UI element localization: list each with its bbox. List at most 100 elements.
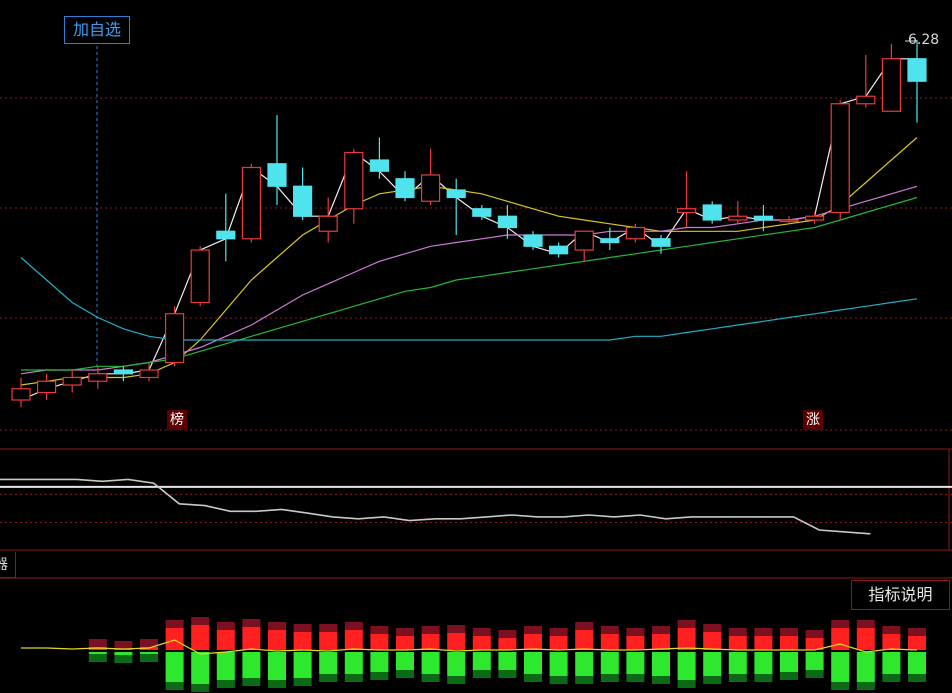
candle-body — [11, 388, 31, 401]
volume-bar-down — [114, 652, 133, 655]
volume-bar-down-cap — [140, 654, 158, 662]
volume-bar-up-cap — [396, 628, 414, 636]
volume-bar-down — [140, 652, 158, 654]
indicator-tab[interactable]: 器 — [0, 552, 16, 578]
volume-bar-down — [652, 652, 670, 676]
candle-body — [907, 58, 927, 82]
volume-bar-down — [396, 652, 414, 670]
candle-body — [241, 166, 261, 240]
volume-bar-up — [216, 630, 235, 650]
volume-bar-down — [498, 652, 517, 670]
candle-body — [139, 369, 159, 379]
volume-bar-up — [549, 636, 568, 650]
volume-bar-up-cap — [216, 622, 235, 630]
volume-bar-down — [191, 652, 210, 684]
candle-body — [293, 185, 313, 217]
volume-bar-down — [344, 652, 363, 674]
volume-bar-up — [908, 636, 926, 650]
candle-body — [395, 178, 415, 199]
volume-bar-down — [728, 652, 747, 674]
limit-up-marker[interactable]: 涨 — [803, 410, 823, 430]
volume-bar-down-cap — [447, 676, 466, 684]
volume-bar-down — [242, 652, 261, 678]
volume-bar-down — [575, 652, 594, 676]
volume-bar-up — [268, 630, 286, 650]
volume-bar-down-cap — [754, 674, 773, 682]
volume-bar-down-cap — [780, 672, 798, 680]
candle-body — [779, 219, 799, 223]
candle-body — [36, 380, 57, 394]
volume-bar-up-cap — [626, 628, 645, 636]
volume-bar-up-cap — [370, 626, 389, 634]
candle-body — [600, 238, 620, 244]
candle-body — [625, 226, 646, 240]
volume-bar-down-cap — [242, 678, 261, 686]
volume-bar-down — [319, 652, 338, 674]
add-to-watchlist-button[interactable]: 加自选 — [64, 16, 130, 44]
volume-bar-down-cap — [626, 674, 645, 682]
volume-bar-up — [370, 634, 389, 650]
volume-bar-up-cap — [703, 624, 722, 632]
volume-bar-down-cap — [165, 682, 184, 690]
volume-bar-up-cap — [524, 626, 542, 634]
candle-body — [165, 313, 185, 364]
volume-bar-down — [805, 652, 824, 670]
volume-bar-up-cap — [805, 630, 824, 638]
volume-bar-down-cap — [908, 674, 926, 682]
volume-bar-up — [344, 630, 363, 650]
volume-bar-down — [88, 652, 107, 654]
volume-bar-down — [421, 652, 440, 674]
candle-body — [830, 103, 850, 214]
volume-bar-down — [856, 652, 875, 682]
volume-bar-up-cap — [600, 626, 619, 634]
candle-body — [446, 189, 466, 199]
volume-bar-up — [575, 630, 594, 650]
volume-bar-up — [856, 628, 875, 650]
volume-bar-up — [165, 628, 184, 650]
ratio-line — [0, 478, 871, 535]
candle-body — [472, 208, 492, 217]
volume-bar-down — [216, 652, 235, 680]
rank-list-marker[interactable]: 榜 — [167, 410, 187, 430]
volume-bar-up — [472, 636, 491, 650]
ma-line-green — [21, 196, 918, 371]
volume-bar-up — [754, 636, 773, 650]
volume-bar-up-cap — [242, 619, 261, 627]
volume-bar-down-cap — [216, 680, 235, 688]
volume-bar-up — [242, 627, 261, 650]
volume-bar-down-cap — [191, 684, 210, 692]
volume-bar-down-cap — [319, 674, 338, 682]
volume-bar-up — [191, 625, 210, 650]
volume-bar-down-cap — [805, 670, 824, 678]
volume-bar-up-cap — [165, 620, 184, 628]
volume-bar-down — [447, 652, 466, 676]
volume-bar-up — [882, 634, 901, 650]
volume-bar-up-cap — [319, 624, 338, 632]
ma-line-cyan — [20, 257, 918, 341]
volume-bar-down — [780, 652, 798, 672]
volume-bar-down — [268, 652, 286, 680]
volume-bar-up-cap — [831, 620, 850, 628]
volume-bar-up — [780, 636, 798, 650]
volume-bar-up-cap — [575, 622, 594, 630]
volume-bar-up — [498, 638, 517, 650]
volume-bar-up-cap — [780, 628, 798, 636]
volume-bar-down-cap — [88, 654, 107, 662]
candle-body — [190, 249, 210, 304]
volume-bar-down — [754, 652, 773, 674]
volume-bar-down — [370, 652, 389, 672]
volume-bar-up — [677, 628, 696, 650]
volume-bar-down — [524, 652, 542, 674]
volume-bar-down-cap — [575, 676, 594, 684]
candle-body — [369, 159, 389, 172]
candle-body — [62, 376, 82, 386]
indicator-help-button[interactable]: 指标说明 — [851, 580, 950, 610]
volume-bar-up — [447, 633, 466, 650]
volume-bar-down-cap — [293, 678, 312, 686]
volume-bar-down — [600, 652, 619, 674]
candle-body — [651, 238, 671, 247]
candle-body — [856, 95, 876, 105]
volume-bar-up-cap — [140, 639, 158, 647]
